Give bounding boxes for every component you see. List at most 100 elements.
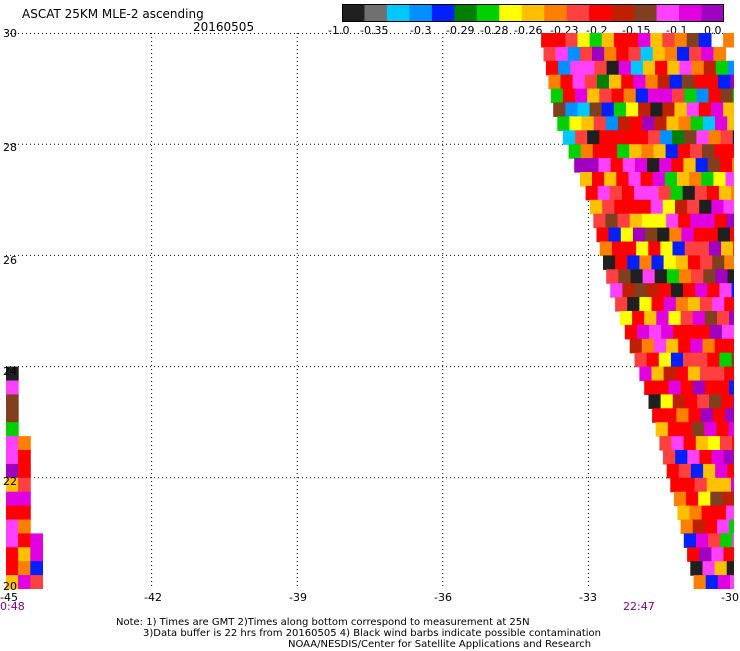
wind-cell [669, 227, 682, 243]
wind-cell [30, 547, 43, 562]
y-tick-label: 26 [3, 254, 17, 267]
wind-cell [663, 366, 677, 382]
wind-cell [604, 172, 617, 187]
wind-cell [606, 60, 620, 76]
wind-cell [643, 60, 656, 76]
wind-cell [724, 255, 734, 270]
wind-cell [706, 477, 720, 493]
wind-cell [683, 283, 696, 298]
color-bar-swatch [409, 4, 433, 22]
x-tick-label: -42 [144, 591, 162, 604]
wind-cell [695, 352, 708, 368]
wind-cell [579, 172, 593, 187]
wind-cell [652, 408, 665, 423]
wind-cell [702, 144, 715, 159]
wind-cell [717, 380, 730, 395]
wind-cell [611, 130, 625, 145]
wind-cell [599, 88, 612, 104]
wind-cell [705, 227, 719, 243]
wind-cell [550, 88, 564, 104]
wind-cell [18, 561, 31, 576]
wind-cell [690, 561, 703, 576]
wind-cell [678, 116, 692, 131]
wind-cell [634, 283, 648, 298]
color-bar-swatch [476, 4, 500, 22]
wind-cell [682, 477, 696, 493]
wind-cell [663, 255, 677, 270]
wind-cell [728, 422, 734, 437]
wind-cell [664, 408, 677, 423]
wind-cell [541, 33, 554, 48]
wind-cell [582, 60, 595, 76]
wind-cell [675, 297, 689, 312]
wind-cell [733, 241, 734, 256]
wind-cell [720, 436, 733, 451]
wind-cell [648, 241, 661, 256]
wind-cell [681, 74, 695, 90]
wind-cell [553, 102, 566, 117]
wind-cell [590, 199, 603, 215]
wind-cell [691, 60, 705, 76]
wind-cell [727, 60, 734, 76]
wind-cell [6, 505, 19, 521]
wind-cell [686, 491, 699, 507]
wind-cell [647, 88, 661, 104]
wind-cell [687, 450, 700, 465]
cbar-label: -1.0 [328, 24, 350, 37]
wind-cell [709, 324, 723, 340]
wind-cell [670, 477, 683, 493]
wind-cell [678, 463, 692, 479]
wind-cell [18, 575, 31, 589]
wind-cell [715, 269, 729, 284]
wind-cell [628, 46, 642, 62]
wind-cell [711, 450, 725, 465]
color-bar-swatch [499, 4, 523, 22]
wind-cell [592, 172, 605, 187]
wind-cell [707, 283, 720, 298]
wind-cell [18, 519, 31, 534]
wind-cell [596, 74, 610, 90]
wind-cell [565, 102, 578, 117]
wind-cell [700, 366, 713, 382]
wind-cell [634, 352, 648, 368]
wind-cell [589, 102, 603, 117]
wind-cell [703, 60, 717, 76]
wind-cell [553, 33, 566, 48]
wind-cell [657, 227, 670, 243]
wind-cell [648, 394, 662, 409]
wind-cell [18, 533, 31, 548]
wind-cell [630, 116, 643, 131]
wind-cell [623, 130, 637, 145]
wind-cell [656, 311, 669, 326]
wind-cell [702, 116, 716, 131]
wind-cell [727, 463, 734, 479]
wind-cell [645, 227, 658, 243]
wind-cell [675, 366, 689, 382]
wind-cell [596, 227, 610, 243]
wind-cell [681, 227, 695, 243]
wind-cell [555, 46, 569, 62]
wind-cell [670, 185, 684, 201]
wind-cell [671, 158, 684, 173]
wind-cell [692, 380, 706, 395]
wind-cell [661, 324, 674, 340]
x-tick-label: -33 [579, 591, 597, 604]
wind-cell [639, 297, 653, 312]
wind-cell [684, 241, 698, 256]
wind-cell [714, 144, 727, 159]
wind-cell [6, 366, 19, 382]
wind-cell [597, 185, 611, 201]
wind-cell [616, 172, 629, 187]
wind-cell [724, 297, 734, 312]
wind-cell [683, 436, 697, 451]
wind-cell [652, 46, 666, 62]
pass-time-east: 22:47 [623, 600, 655, 613]
wind-cell [698, 491, 711, 507]
wind-cell [568, 144, 582, 159]
wind-cell [664, 172, 678, 187]
wind-cell [560, 74, 574, 90]
wind-cell [626, 33, 639, 48]
wind-cell [572, 74, 586, 90]
wind-cell [692, 311, 706, 326]
wind-cell [730, 575, 734, 589]
